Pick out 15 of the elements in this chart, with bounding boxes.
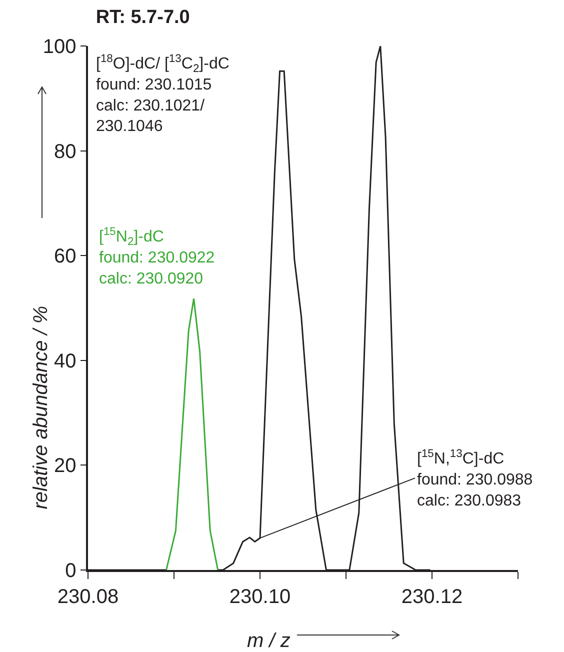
annotation: [$^{15}$N,$^{13}$C]-dC found: 230.0988 calc: 230.0983 [417,448,533,510]
text: [$^{18}$O]-dC/ [$^{13}$C$_{2}$]-dC found: 230.1015 calc: 230.1021/ 230.1046 [96,53,230,136]
x-tick-label: 230.12 [401,586,463,608]
y-tick-label: 60 [54,246,76,268]
chart-title: RT: 5.7-7.0 [96,7,190,28]
y-axis-title: relative abundance / % [30,306,52,510]
y-tick-label: 100 [42,36,76,58]
y-tick-label: 80 [54,140,76,163]
series-label: [$^{15}$N$_{2}$]-dC found: 230.0922 calc: 230.0920 [99,226,215,288]
x-tick-label: 230.08 [57,586,119,608]
y-tick-label: 20 [54,455,76,478]
y-tick-label: 40 [54,350,76,372]
y-tick-label: 0 [65,560,76,582]
x-axis-title: m / z [247,630,290,652]
x-tick-label: 230.10 [229,586,291,608]
